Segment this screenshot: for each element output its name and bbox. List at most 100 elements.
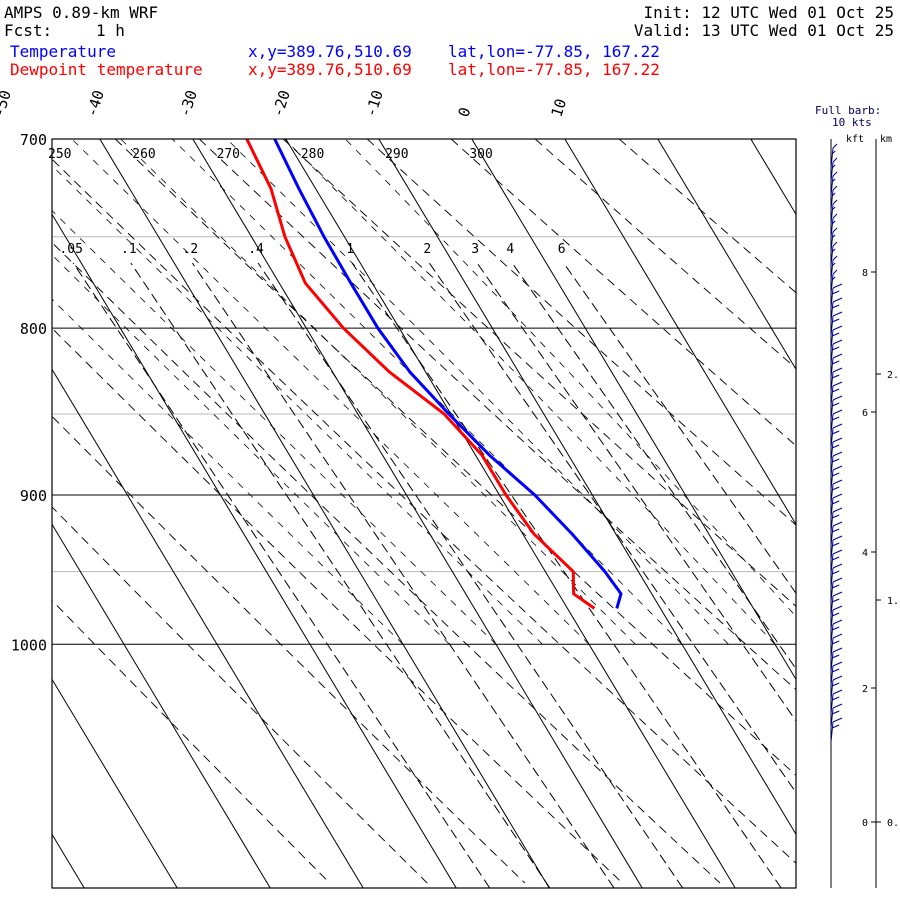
wind-barb [830,367,843,393]
moist-adiabat-line [52,165,543,645]
model-title: AMPS 0.89-km WRF [4,3,159,22]
isotherm-line [52,678,178,888]
dry-adiabat-label: 290 [385,147,408,162]
wind-barb [830,591,843,617]
wind-barb [830,269,838,295]
dry-adiabat-line [534,139,796,369]
mixing-ratio-label: .4 [248,242,264,257]
wind-barb [830,255,838,281]
pressure-label: 700 [20,131,47,149]
wind-barb [830,395,843,421]
dry-adiabat-line [52,241,721,884]
wind-barb [830,381,843,407]
moist-adiabat-line [71,139,590,645]
height-unit-kft: kft [846,134,865,145]
wind-barb-panel [830,139,843,888]
wind-barb [830,283,843,309]
isotherm-line [52,213,457,888]
dry-adiabat-labels: 220230240250260270280290300 [48,147,493,162]
height-axis: 0 2 4 6 8 0. 1. 2. [862,139,899,888]
mixing-ratio-label: 2 [423,242,431,257]
mixing-ratio-line [511,262,796,670]
dry-adiabat-label: 270 [217,147,240,162]
mixing-ratio-label: 6 [558,242,566,257]
isotherm-line [750,139,796,216]
legend-dewpoint-name: Dewpoint temperature [10,60,203,79]
pressure-axis-labels: 700 800 900 1000 [11,131,47,654]
dry-adiabat-line [114,139,796,776]
wind-barb [830,353,843,379]
isotherm-line [52,368,364,888]
kft-tick-label: 0 [862,818,868,829]
km-tick-label: 2. [887,370,899,381]
wind-barb [830,549,843,575]
isotherm-label: -10 [362,88,387,119]
dry-adiabat-line [52,415,526,884]
wind-barb [830,423,843,449]
mixing-ratio-labels: .05 .1 .2 .4 1 2 3 4 6 [59,242,565,257]
barb-legend-line2: 10 kts [832,116,872,129]
isotherm-label: -50 [0,88,15,119]
isotherm-label: -30 [176,88,201,119]
mixing-ratio-label: 1 [346,242,354,257]
moist-adiabat-line [345,139,796,618]
mixing-ratio-label: .1 [121,242,137,257]
wind-barb [830,213,838,239]
isotherm-line [192,139,643,888]
forecast-value: 1 h [96,21,125,40]
isotherm-label: -40 [83,88,108,119]
height-unit-km: km [880,134,893,145]
pressure-label: 1000 [11,636,47,654]
mixing-ratio-label: 4 [506,242,514,257]
moist-adiabat-line [171,139,683,645]
wind-barb [830,297,843,323]
wind-barb [830,577,843,603]
isotherm-label: 10 [548,96,571,119]
isotherm-line [285,139,736,888]
isotherm-line [564,139,796,526]
mixing-ratio-label: .2 [183,242,199,257]
isotherm-label: 0 [455,105,475,119]
isotherm-label: -20 [269,88,294,119]
dry-adiabat-label: 300 [469,147,492,162]
isotherm-line [471,139,796,681]
wind-barb [830,563,843,589]
moist-adiabat-line [120,139,636,645]
moist-adiabat-line [52,254,450,645]
wind-barb [830,507,843,533]
wind-barb [830,689,843,715]
dry-adiabat-label: 250 [48,147,71,162]
km-tick-label: 0. [887,818,899,829]
plot-frame [51,138,797,889]
moist-adiabat-line [52,210,497,645]
sounding-profiles [245,138,623,610]
legend-temperature-latlon: lat,lon=-77.85, 167.22 [448,42,660,61]
wind-barb [830,465,843,491]
mixing-ratio-line [191,262,615,888]
mixing-ratio-label: 3 [471,242,479,257]
mixing-ratio-line [476,262,796,722]
wind-barb [830,521,843,547]
dry-adiabat-line [618,139,796,294]
legend-dewpoint-xy: x,y=389.76,510.69 [248,60,412,79]
init-time: Init: 12 UTC Wed 01 Oct 25 [643,3,894,22]
wind-barb [830,633,843,659]
wind-barb [830,647,843,673]
legend-temperature-name: Temperature [10,42,116,61]
wind-barb [830,605,843,631]
wind-barb [830,227,838,253]
wind-barb [830,675,843,701]
wind-barb [830,409,843,435]
dry-adiabat-line [366,139,796,526]
kft-tick-label: 2 [862,684,868,695]
kft-tick-label: 6 [862,408,868,419]
series-line-temperature [273,138,623,609]
dry-adiabat-line [52,506,428,884]
isotherm-line [657,139,796,371]
wind-barb [830,717,843,743]
wind-barb [830,185,838,211]
mixing-ratio-line [351,262,782,888]
valid-time: Valid: 13 UTC Wed 01 Oct 25 [633,21,894,40]
wind-barb [830,479,843,505]
